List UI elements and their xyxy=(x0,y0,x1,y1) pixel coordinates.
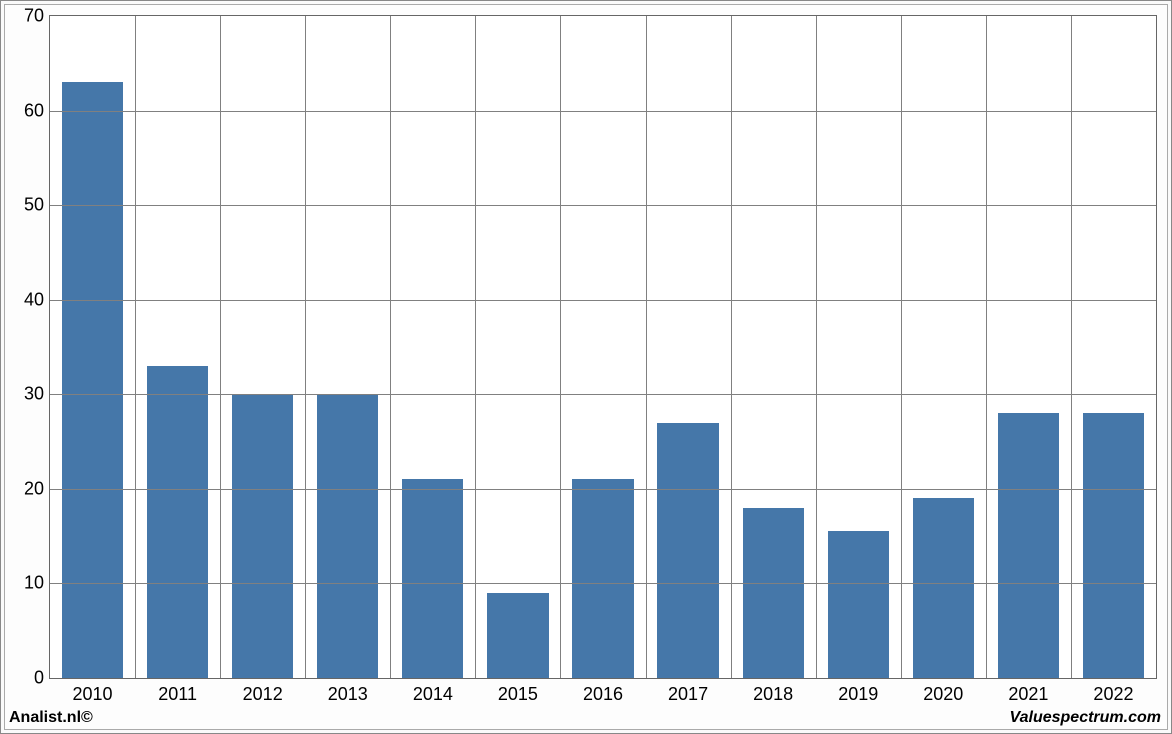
bar-2014 xyxy=(402,479,463,678)
grid-line-v xyxy=(901,16,902,678)
bar-2020 xyxy=(913,498,974,678)
x-tick-label: 2017 xyxy=(668,684,708,705)
grid-line-h xyxy=(50,583,1156,584)
grid-line-v xyxy=(731,16,732,678)
bar-2022 xyxy=(1083,413,1144,678)
bar-2013 xyxy=(317,394,378,678)
y-tick-label: 60 xyxy=(24,100,44,121)
x-tick-label: 2011 xyxy=(158,684,197,705)
grid-line-v xyxy=(560,16,561,678)
bars-layer xyxy=(50,16,1156,678)
grid-line-h xyxy=(50,111,1156,112)
bar-2012 xyxy=(232,394,293,678)
x-tick-label: 2010 xyxy=(73,684,113,705)
x-tick-label: 2012 xyxy=(243,684,283,705)
y-tick-label: 70 xyxy=(24,6,44,27)
bar-2017 xyxy=(657,423,718,678)
bar-2016 xyxy=(572,479,633,678)
bar-2021 xyxy=(998,413,1059,678)
y-tick-label: 40 xyxy=(24,289,44,310)
grid-line-v xyxy=(1071,16,1072,678)
footer-right-credit: Valuespectrum.com xyxy=(1010,709,1161,727)
y-tick-label: 0 xyxy=(34,668,44,689)
grid-line-v xyxy=(475,16,476,678)
x-tick-label: 2019 xyxy=(838,684,878,705)
bar-2018 xyxy=(743,508,804,678)
footer-left-credit: Analist.nl© xyxy=(9,709,93,727)
x-tick-label: 2015 xyxy=(498,684,538,705)
x-tick-label: 2016 xyxy=(583,684,623,705)
grid-line-v xyxy=(220,16,221,678)
y-tick-label: 50 xyxy=(24,195,44,216)
y-tick-label: 20 xyxy=(24,478,44,499)
grid-line-h xyxy=(50,489,1156,490)
x-tick-label: 2021 xyxy=(1008,684,1048,705)
grid-line-v xyxy=(986,16,987,678)
x-tick-label: 2020 xyxy=(923,684,963,705)
grid-line-v xyxy=(390,16,391,678)
chart-container: 0 10 20 30 40 50 60 70 2010 2011 2012 2013 2014 2015 2… xyxy=(0,0,1172,734)
grid-line-h xyxy=(50,394,1156,395)
grid-line-v xyxy=(646,16,647,678)
grid-line-h xyxy=(50,205,1156,206)
grid-line-v xyxy=(135,16,136,678)
x-tick-label: 2018 xyxy=(753,684,793,705)
grid-line-h xyxy=(50,300,1156,301)
bar-2010 xyxy=(62,82,123,678)
x-tick-label: 2022 xyxy=(1093,684,1133,705)
chart-inner-frame: 0 10 20 30 40 50 60 70 2010 2011 2012 2013 2014 2015 2… xyxy=(4,4,1168,730)
y-tick-label: 30 xyxy=(24,384,44,405)
x-tick-label: 2013 xyxy=(328,684,368,705)
plot-area: 0102030405060702010201120122013201420152… xyxy=(49,15,1157,679)
x-tick-label: 2014 xyxy=(413,684,453,705)
grid-line-v xyxy=(305,16,306,678)
y-tick-label: 10 xyxy=(24,573,44,594)
bar-2019 xyxy=(828,531,889,678)
bar-2011 xyxy=(147,366,208,678)
bar-2015 xyxy=(487,593,548,678)
grid-line-v xyxy=(816,16,817,678)
